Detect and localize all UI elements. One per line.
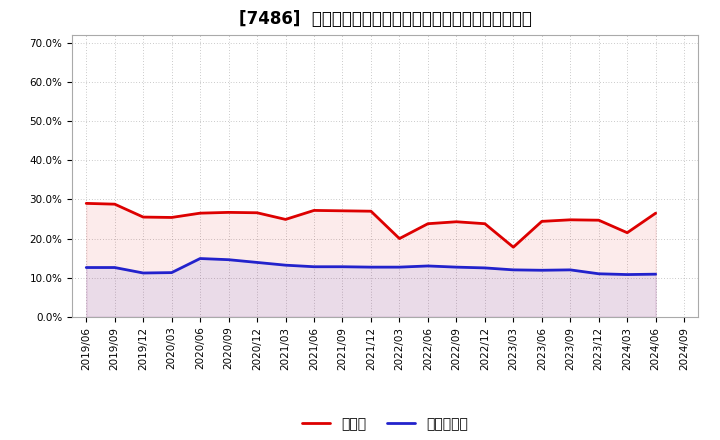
- 現預金: [509, 245, 518, 250]
- 現預金: [595, 217, 603, 223]
- 有利子負債: [366, 264, 375, 270]
- 現預金: [338, 208, 347, 213]
- Legend: 現預金, 有利子負債: 現預金, 有利子負債: [297, 411, 474, 436]
- 現預金: [566, 217, 575, 223]
- 有利子負債: [537, 268, 546, 273]
- 有利子負債: [253, 260, 261, 265]
- 有利子負債: [196, 256, 204, 261]
- 有利子負債: [452, 264, 461, 270]
- 現預金: [167, 215, 176, 220]
- 有利子負債: [509, 267, 518, 272]
- Title: [7486]  現預金、有利子負債の総資産に対する比率の推移: [7486] 現預金、有利子負債の総資産に対する比率の推移: [239, 10, 531, 28]
- 現預金: [282, 217, 290, 222]
- 有利子負債: [167, 270, 176, 275]
- 現預金: [82, 201, 91, 206]
- 現預金: [225, 210, 233, 215]
- 現預金: [652, 210, 660, 216]
- Line: 現預金: 現預金: [86, 203, 656, 247]
- 有利子負債: [110, 265, 119, 270]
- 有利子負債: [652, 271, 660, 277]
- 現預金: [452, 219, 461, 224]
- 現預金: [537, 219, 546, 224]
- 現預金: [395, 236, 404, 241]
- 有利子負債: [480, 265, 489, 271]
- 有利子負債: [139, 270, 148, 275]
- 現預金: [623, 230, 631, 235]
- 有利子負債: [595, 271, 603, 276]
- 現預金: [310, 208, 318, 213]
- 有利子負債: [566, 267, 575, 272]
- 有利子負債: [395, 264, 404, 270]
- 現預金: [139, 214, 148, 220]
- 有利子負債: [623, 272, 631, 277]
- 有利子負債: [423, 263, 432, 268]
- 現預金: [366, 209, 375, 214]
- 現預金: [480, 221, 489, 226]
- 現預金: [110, 202, 119, 207]
- 有利子負債: [282, 263, 290, 268]
- 現預金: [253, 210, 261, 216]
- 有利子負債: [225, 257, 233, 262]
- 現預金: [196, 210, 204, 216]
- 有利子負債: [338, 264, 347, 269]
- Line: 有利子負債: 有利子負債: [86, 259, 656, 275]
- 有利子負債: [82, 265, 91, 270]
- 有利子負債: [310, 264, 318, 269]
- 現預金: [423, 221, 432, 226]
